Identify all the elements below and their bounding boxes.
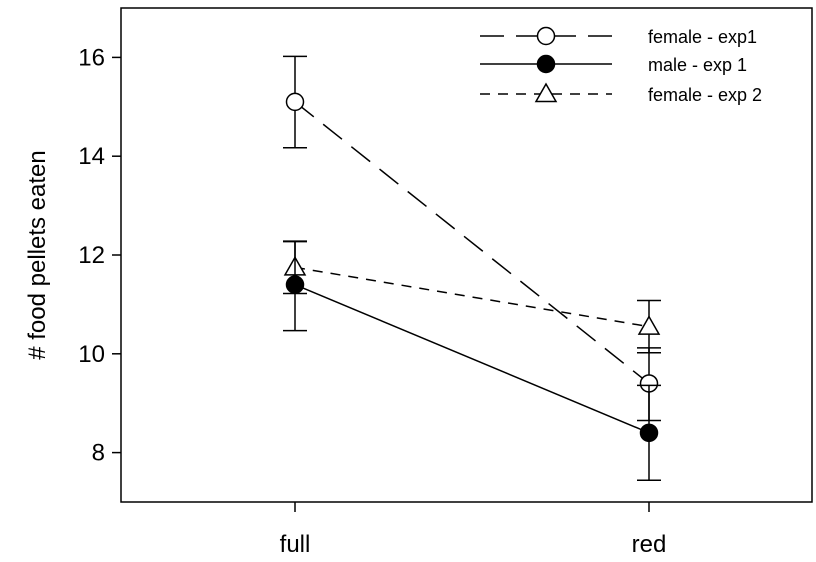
- x-tick-label: full: [280, 531, 311, 558]
- legend-marker: [536, 54, 556, 74]
- series-line: [294, 266, 650, 328]
- series-layer: [283, 55, 661, 482]
- y-tick-label: 10: [78, 341, 105, 368]
- y-tick-label: 16: [78, 44, 105, 71]
- data-point: [637, 315, 661, 335]
- y-axis: 8 10 12 14 16: [78, 44, 121, 467]
- series-male-exp-1: [283, 240, 661, 482]
- legend-label: female - exp 2: [648, 85, 762, 105]
- plot-frame: [120, 7, 813, 503]
- series-female-exp1: [283, 55, 661, 422]
- legend-marker: [536, 26, 556, 46]
- legend-marker: [534, 82, 558, 103]
- series-line: [294, 101, 650, 385]
- legend: female - exp1 male - exp 1 female - exp 2: [480, 26, 762, 105]
- x-axis: full red: [280, 502, 667, 558]
- y-axis-title: # food pellets eaten: [24, 150, 51, 360]
- data-point: [285, 92, 305, 112]
- y-tick-label: 8: [92, 440, 105, 467]
- y-tick-label: 12: [78, 242, 105, 269]
- data-point: [285, 275, 305, 294]
- legend-label: female - exp1: [648, 27, 757, 47]
- data-point: [639, 423, 659, 443]
- series-female-exp-2: [283, 240, 661, 354]
- y-tick-label: 14: [78, 143, 105, 170]
- x-tick-label: red: [632, 531, 667, 558]
- legend-label: male - exp 1: [648, 55, 747, 75]
- series-line: [294, 283, 650, 434]
